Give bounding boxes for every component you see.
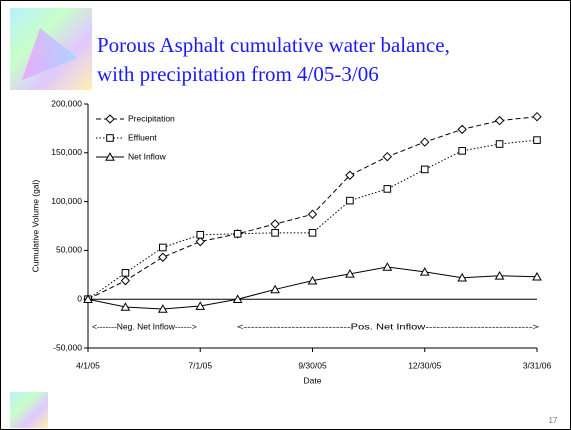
legend-marker [106, 134, 114, 142]
legend-label: Effluent [128, 132, 157, 142]
decor-square [10, 392, 48, 428]
data-point [195, 236, 205, 247]
x-tick-label: 12/30/05 [408, 360, 441, 370]
y-tick-label: -50,000 [53, 342, 82, 352]
data-point [121, 269, 130, 277]
data-point [157, 304, 168, 313]
title-line: with precipitation from 4/05-3/06 [97, 62, 379, 86]
data-point [307, 209, 318, 219]
annotation: <-----------------------------Pos. Net I… [237, 321, 539, 331]
decor-triangle [22, 28, 78, 80]
data-point [270, 284, 280, 294]
data-point [308, 229, 317, 237]
data-point [383, 185, 392, 193]
data-point [195, 301, 206, 310]
y-axis-label: Cumulative Volume (gal) [30, 180, 40, 273]
y-tick-label: 150,000 [51, 147, 82, 157]
data-point [120, 302, 131, 311]
y-tick-label: 50,000 [56, 245, 82, 255]
data-point [196, 230, 205, 239]
x-tick-label: 9/30/05 [298, 360, 327, 370]
x-tick-label: 7/1/05 [188, 360, 212, 370]
data-point [420, 137, 430, 147]
x-axis-label: Date [304, 375, 322, 385]
data-point [271, 229, 279, 237]
annotation: <-------Neg. Net Inflow------> [92, 321, 197, 331]
data-point [457, 124, 467, 135]
data-point [232, 294, 243, 303]
data-point [382, 262, 393, 271]
data-point [533, 136, 541, 144]
legend-label: Precipitation [128, 113, 175, 123]
y-tick-label: 0 [77, 293, 82, 303]
data-point [158, 252, 168, 262]
data-point [346, 196, 354, 205]
data-point [457, 272, 468, 282]
data-point [382, 151, 393, 162]
data-point [494, 270, 505, 280]
data-point [494, 115, 505, 126]
legend-marker [105, 114, 115, 124]
data-point [495, 140, 504, 148]
data-point [532, 271, 542, 281]
page-number: 17 [549, 416, 558, 425]
data-point [458, 147, 466, 155]
data-point [233, 230, 242, 238]
data-point [419, 267, 430, 276]
x-tick-label: 4/1/05 [76, 360, 100, 370]
data-point [120, 275, 131, 286]
data-point [420, 165, 429, 174]
data-point [532, 111, 542, 122]
data-point [270, 219, 280, 229]
title-line: Porous Asphalt cumulative water balance, [97, 33, 450, 57]
y-tick-label: 200,000 [51, 98, 82, 108]
legend-marker [105, 152, 115, 161]
data-point [159, 243, 167, 252]
y-tick-label: 100,000 [51, 196, 82, 206]
chart: -50,000 0 50,000 100,000 150,000 200,000 4/1/0… [30, 98, 551, 385]
data-point [83, 294, 93, 303]
legend-label: Net Inflow [128, 151, 167, 161]
data-point [307, 275, 318, 285]
data-point [345, 170, 355, 180]
x-tick-label: 3/31/06 [523, 360, 552, 370]
data-point [345, 269, 355, 278]
